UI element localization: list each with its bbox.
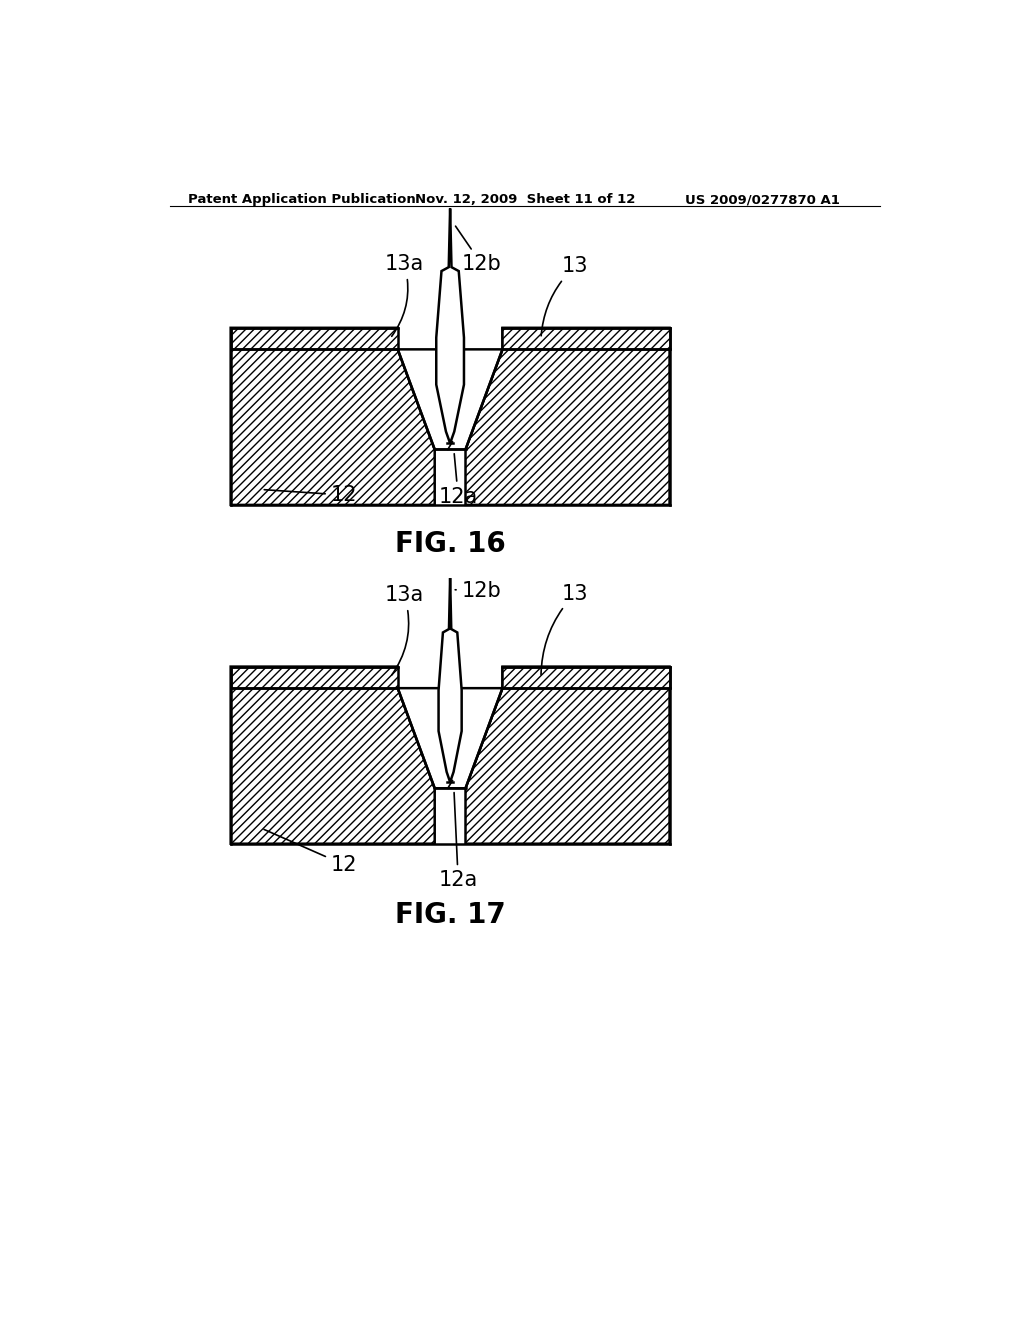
Text: 12a: 12a — [438, 454, 478, 507]
Text: 12: 12 — [264, 484, 357, 506]
Polygon shape — [230, 667, 397, 688]
Text: 13a: 13a — [385, 253, 424, 337]
Polygon shape — [466, 667, 670, 843]
Text: 13: 13 — [541, 256, 588, 335]
Text: US 2009/0277870 A1: US 2009/0277870 A1 — [685, 193, 840, 206]
Polygon shape — [230, 667, 435, 843]
Polygon shape — [397, 688, 503, 788]
Polygon shape — [436, 209, 464, 444]
Text: FIG. 16: FIG. 16 — [394, 529, 506, 557]
Polygon shape — [438, 578, 462, 781]
Text: Nov. 12, 2009  Sheet 11 of 12: Nov. 12, 2009 Sheet 11 of 12 — [416, 193, 636, 206]
Polygon shape — [503, 327, 670, 350]
Text: Patent Application Publication: Patent Application Publication — [188, 193, 416, 206]
Text: 12: 12 — [264, 829, 357, 875]
Polygon shape — [230, 327, 435, 506]
Text: 12b: 12b — [456, 226, 502, 275]
Polygon shape — [230, 327, 397, 350]
Polygon shape — [466, 327, 670, 506]
Text: 13: 13 — [541, 583, 588, 675]
Polygon shape — [397, 350, 503, 449]
Text: FIG. 17: FIG. 17 — [394, 902, 506, 929]
Text: 13a: 13a — [385, 585, 424, 675]
Polygon shape — [503, 667, 670, 688]
Text: 12a: 12a — [438, 792, 478, 890]
Text: 12b: 12b — [456, 581, 502, 602]
